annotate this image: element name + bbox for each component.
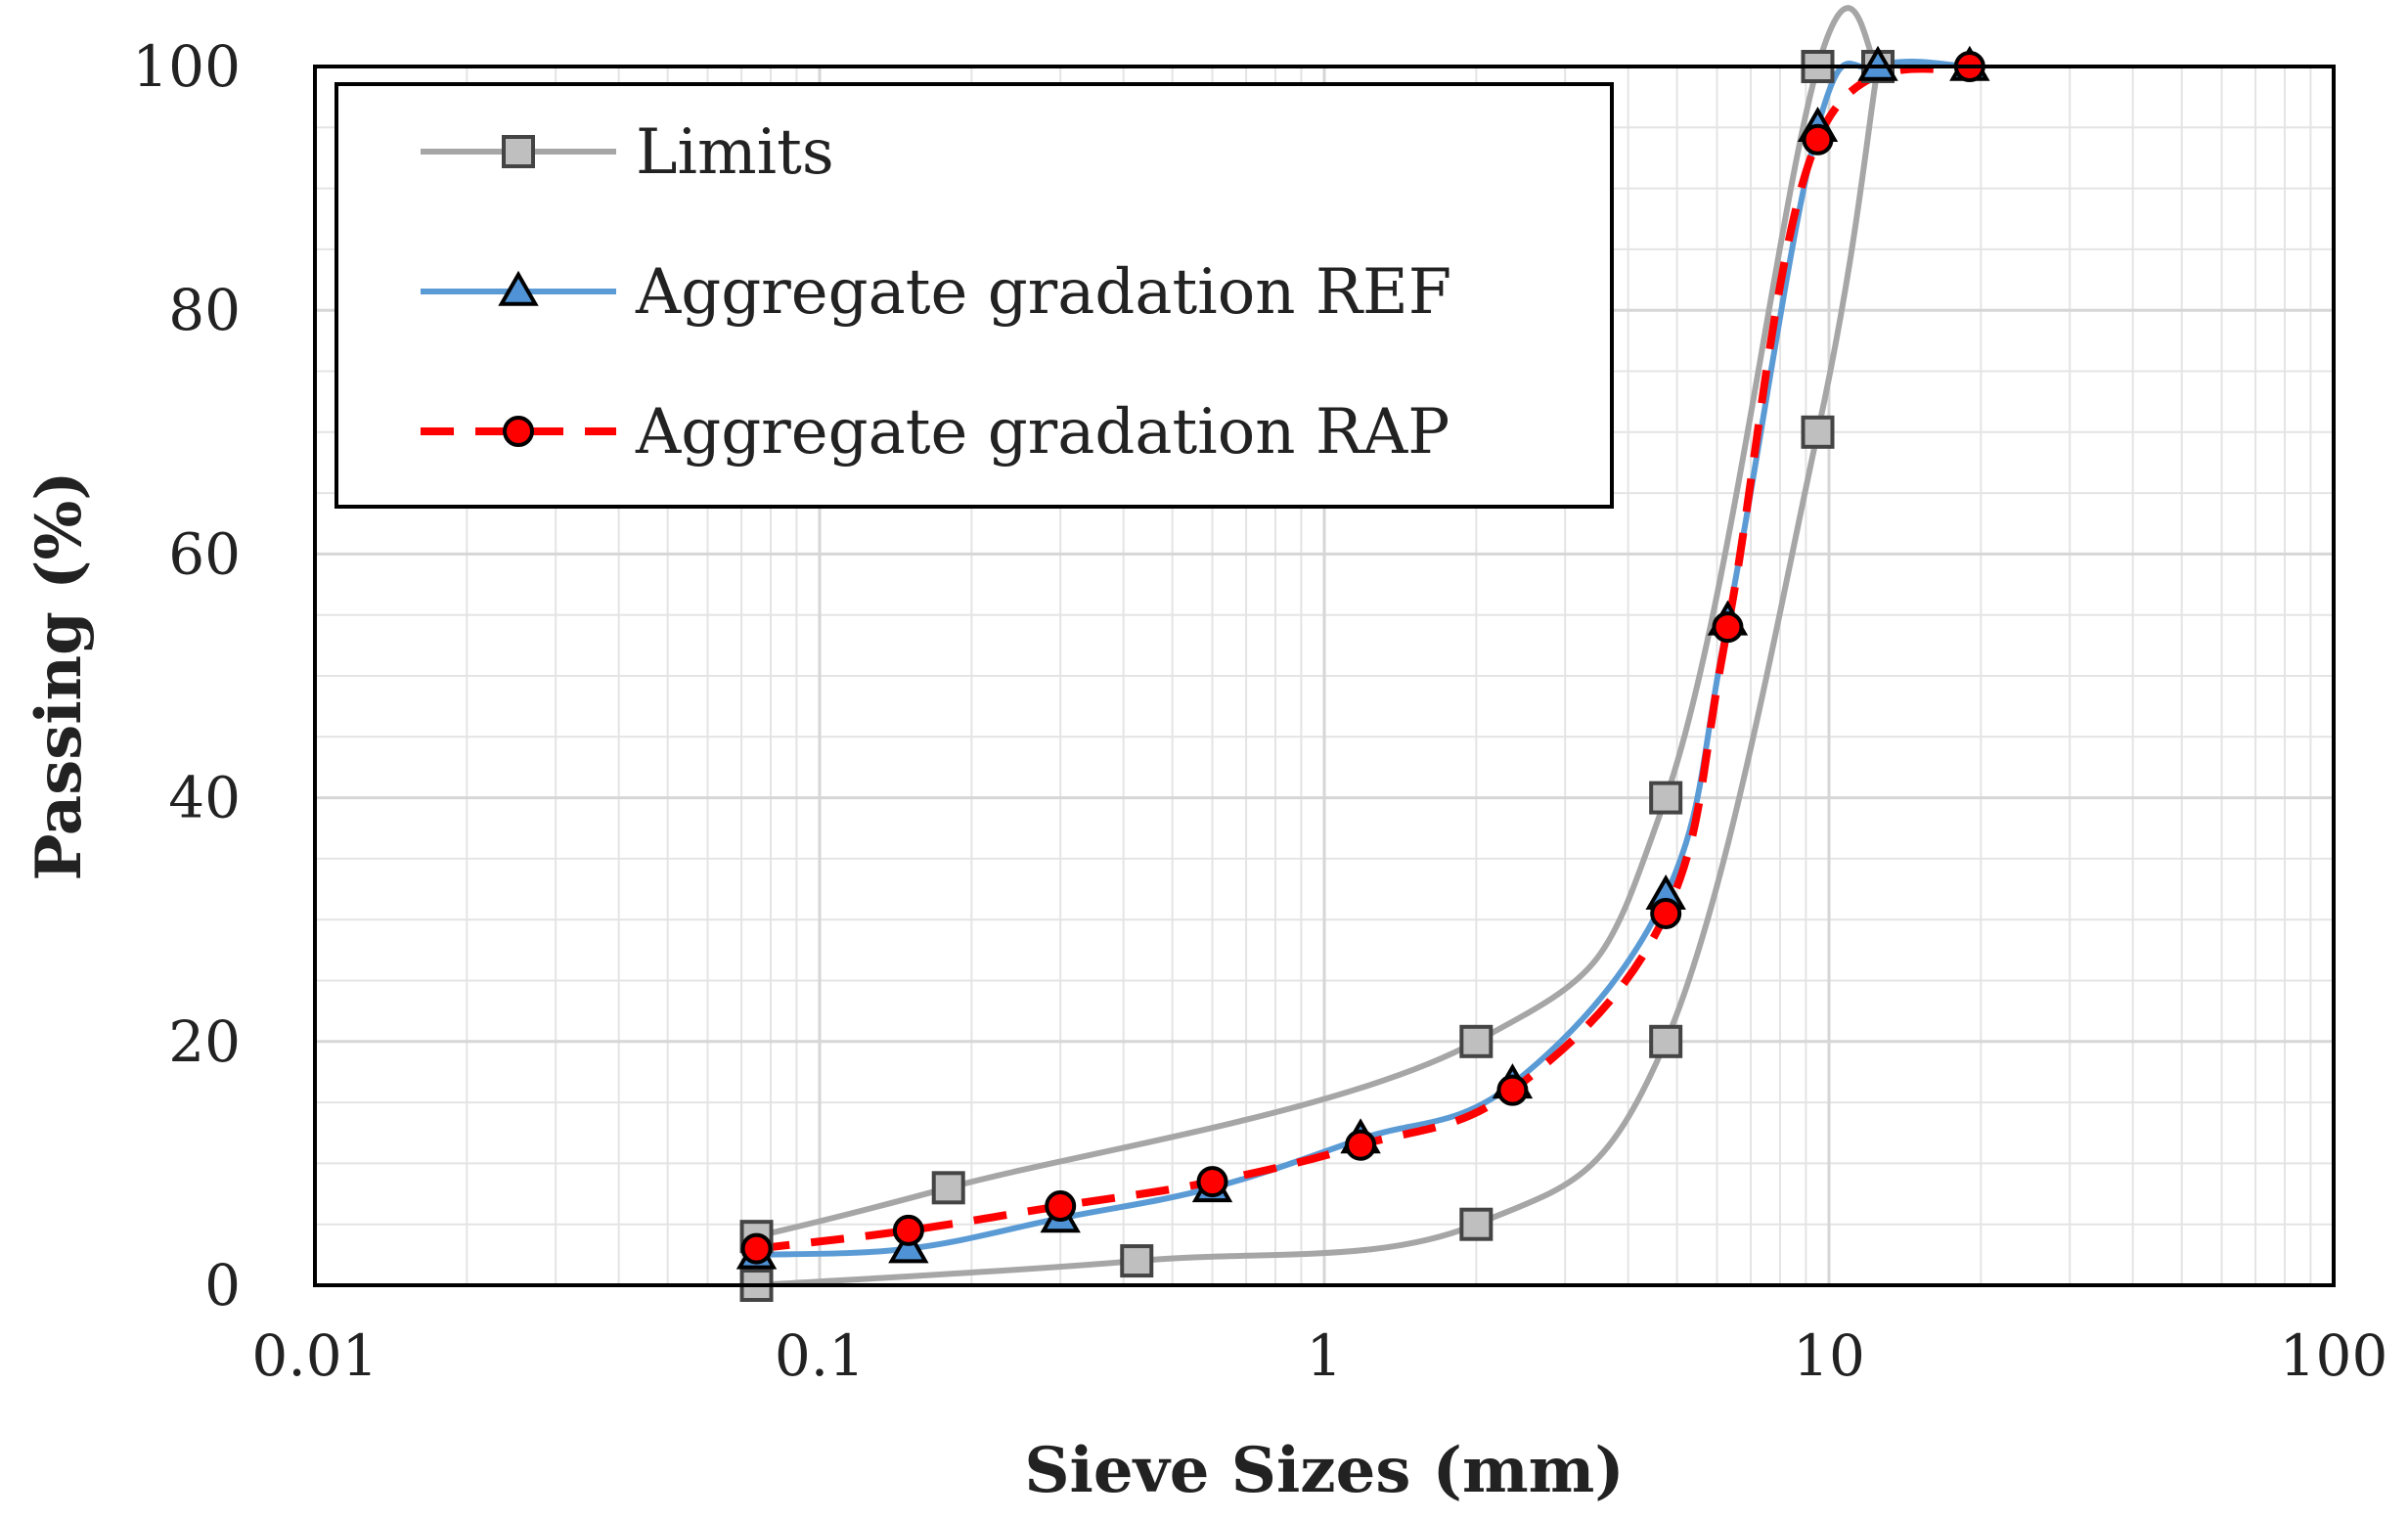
data-point-circle xyxy=(1712,611,1744,644)
x-tick-label: 0.1 xyxy=(775,1322,865,1389)
series-line-3 xyxy=(756,63,1972,1253)
data-point-circle xyxy=(1496,1074,1529,1106)
data-point-square xyxy=(1801,415,1835,449)
legend-marker-circle xyxy=(503,416,534,447)
data-point-triangle xyxy=(1857,45,1898,81)
data-point-square xyxy=(1120,1244,1154,1278)
x-tick-label: 10 xyxy=(1793,1322,1865,1389)
legend-marker-triangle xyxy=(498,270,539,306)
data-point-circle xyxy=(1650,897,1682,929)
y-tick-label: 60 xyxy=(168,520,241,587)
plot-area-border xyxy=(313,65,2336,1287)
data-point-square xyxy=(1649,781,1683,815)
legend-label: Aggregate gradation RAP xyxy=(635,396,1449,469)
data-point-circle xyxy=(892,1214,924,1246)
data-point-square xyxy=(1459,1024,1494,1058)
data-point-square xyxy=(1459,1207,1494,1241)
legend-label: Limits xyxy=(636,116,834,189)
data-point-square xyxy=(1649,1024,1683,1058)
x-axis-ticks: 0.01 0.1 1 10 100 xyxy=(251,1322,2387,1389)
series-line-1 xyxy=(756,66,1881,1288)
y-tick-label: 0 xyxy=(204,1252,241,1319)
x-axis-title: Sieve Sizes (mm) xyxy=(1024,1434,1624,1507)
y-tick-label: 20 xyxy=(168,1008,241,1075)
x-tick-label: 1 xyxy=(1307,1322,1343,1389)
y-tick-label: 80 xyxy=(168,277,241,343)
x-tick-label: 100 xyxy=(2280,1322,2388,1389)
x-tick-label: 0.01 xyxy=(251,1322,378,1389)
legend: Limits Aggregate gradation REF Aggregate g… xyxy=(334,82,1614,509)
data-point-square xyxy=(931,1171,965,1205)
data-point-circle xyxy=(1802,123,1834,156)
data-point-circle xyxy=(1045,1190,1077,1223)
y-axis-ticks: 0 20 40 60 80 100 xyxy=(132,33,241,1319)
legend-marker-square xyxy=(502,135,535,168)
data-point-circle xyxy=(1345,1129,1377,1161)
data-point-triangle xyxy=(888,1228,929,1264)
legend-label: Aggregate gradation REF xyxy=(635,256,1451,329)
data-point-circle xyxy=(740,1232,773,1265)
y-tick-label: 40 xyxy=(168,765,241,831)
data-point-circle xyxy=(1196,1166,1228,1198)
y-tick-label: 100 xyxy=(132,33,241,100)
y-axis-title: Passing (%) xyxy=(22,470,96,880)
